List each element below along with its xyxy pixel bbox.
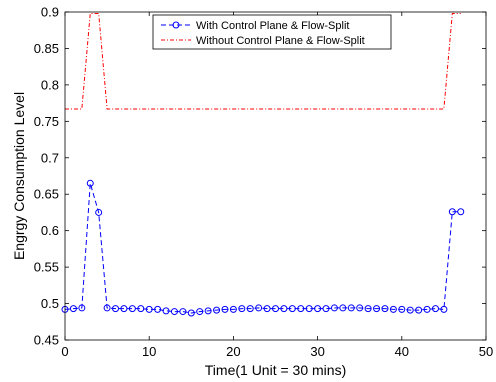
data-point (221, 305, 229, 313)
legend-label-with-control-plane: With Control Plane & Flow-Split (196, 20, 349, 32)
data-point (415, 306, 423, 314)
data-point (389, 305, 397, 313)
legend-box (152, 14, 392, 50)
x-tick-label: 10 (142, 344, 156, 359)
data-point (272, 305, 279, 313)
data-point (406, 306, 414, 314)
y-tick-label: 0.6 (41, 223, 59, 238)
data-point (373, 305, 381, 313)
y-tick-label: 0.8 (41, 77, 59, 92)
data-point (398, 305, 406, 313)
y-tick-label: 0.65 (34, 187, 59, 202)
x-tick-label: 30 (310, 344, 324, 359)
y-tick-label: 0.9 (41, 5, 59, 20)
series-line-0 (64, 183, 461, 314)
data-point (78, 304, 86, 312)
data-point (263, 305, 271, 313)
ticks-layer: 0 10 20 30 40 50 0.45 0.5 0.55 0.6 0.65 0.7 0.75 0.8 0… (34, 5, 494, 360)
data-point (305, 305, 313, 313)
x-tick-label: 40 (395, 344, 409, 359)
data-point (246, 305, 254, 313)
legend-marker-with-control-plane (172, 21, 180, 29)
data-point (288, 305, 296, 313)
y-tick-label: 0.85 (34, 41, 59, 56)
data-point (145, 305, 153, 313)
plot-frame (64, 11, 487, 341)
data-point (423, 305, 431, 313)
series-line-1 (65, 12, 461, 110)
legend-label-without-control-plane: Without Control Plane & Flow-Split (196, 35, 365, 47)
data-point (431, 305, 439, 313)
x-axis-label: Time(1 Unit = 30 mins) (205, 362, 346, 378)
data-point (128, 305, 136, 313)
data-point (69, 305, 77, 313)
data-point (297, 305, 305, 313)
data-point (457, 208, 465, 216)
x-tick-label: 50 (479, 344, 493, 359)
data-point (255, 304, 263, 312)
data-point (448, 208, 456, 216)
data-point (204, 307, 212, 315)
data-point (179, 308, 187, 316)
data-point (120, 305, 128, 313)
data-point (187, 309, 195, 317)
x-tick-label: 0 (61, 344, 68, 359)
data-point (162, 307, 170, 315)
data-point (95, 208, 103, 216)
x-tick-label: 20 (226, 344, 240, 359)
data-point (137, 305, 145, 313)
y-axis-label: Engrgy Consumption Level (11, 92, 27, 260)
data-point (238, 305, 246, 313)
series-layer (61, 12, 465, 317)
data-point (280, 305, 288, 313)
y-tick-label: 0.7 (41, 150, 59, 165)
data-point (213, 306, 221, 314)
data-point (86, 179, 94, 187)
data-point (314, 305, 322, 313)
legend: With Control Plane & Flow-Split Without … (152, 14, 392, 50)
data-point (322, 305, 330, 313)
data-point (356, 304, 364, 312)
data-point (440, 305, 448, 313)
data-point (112, 305, 120, 313)
data-point (170, 308, 178, 316)
data-point (196, 308, 204, 316)
data-point (381, 305, 389, 313)
data-point (339, 304, 347, 312)
data-point (229, 305, 237, 313)
y-tick-label: 0.45 (34, 333, 59, 348)
data-point (330, 304, 338, 312)
data-point (103, 304, 111, 312)
data-point (154, 305, 162, 313)
data-point (347, 304, 355, 312)
y-tick-label: 0.5 (41, 296, 59, 311)
y-tick-label: 0.55 (34, 260, 59, 275)
data-point (364, 305, 372, 313)
y-tick-label: 0.75 (34, 114, 59, 129)
